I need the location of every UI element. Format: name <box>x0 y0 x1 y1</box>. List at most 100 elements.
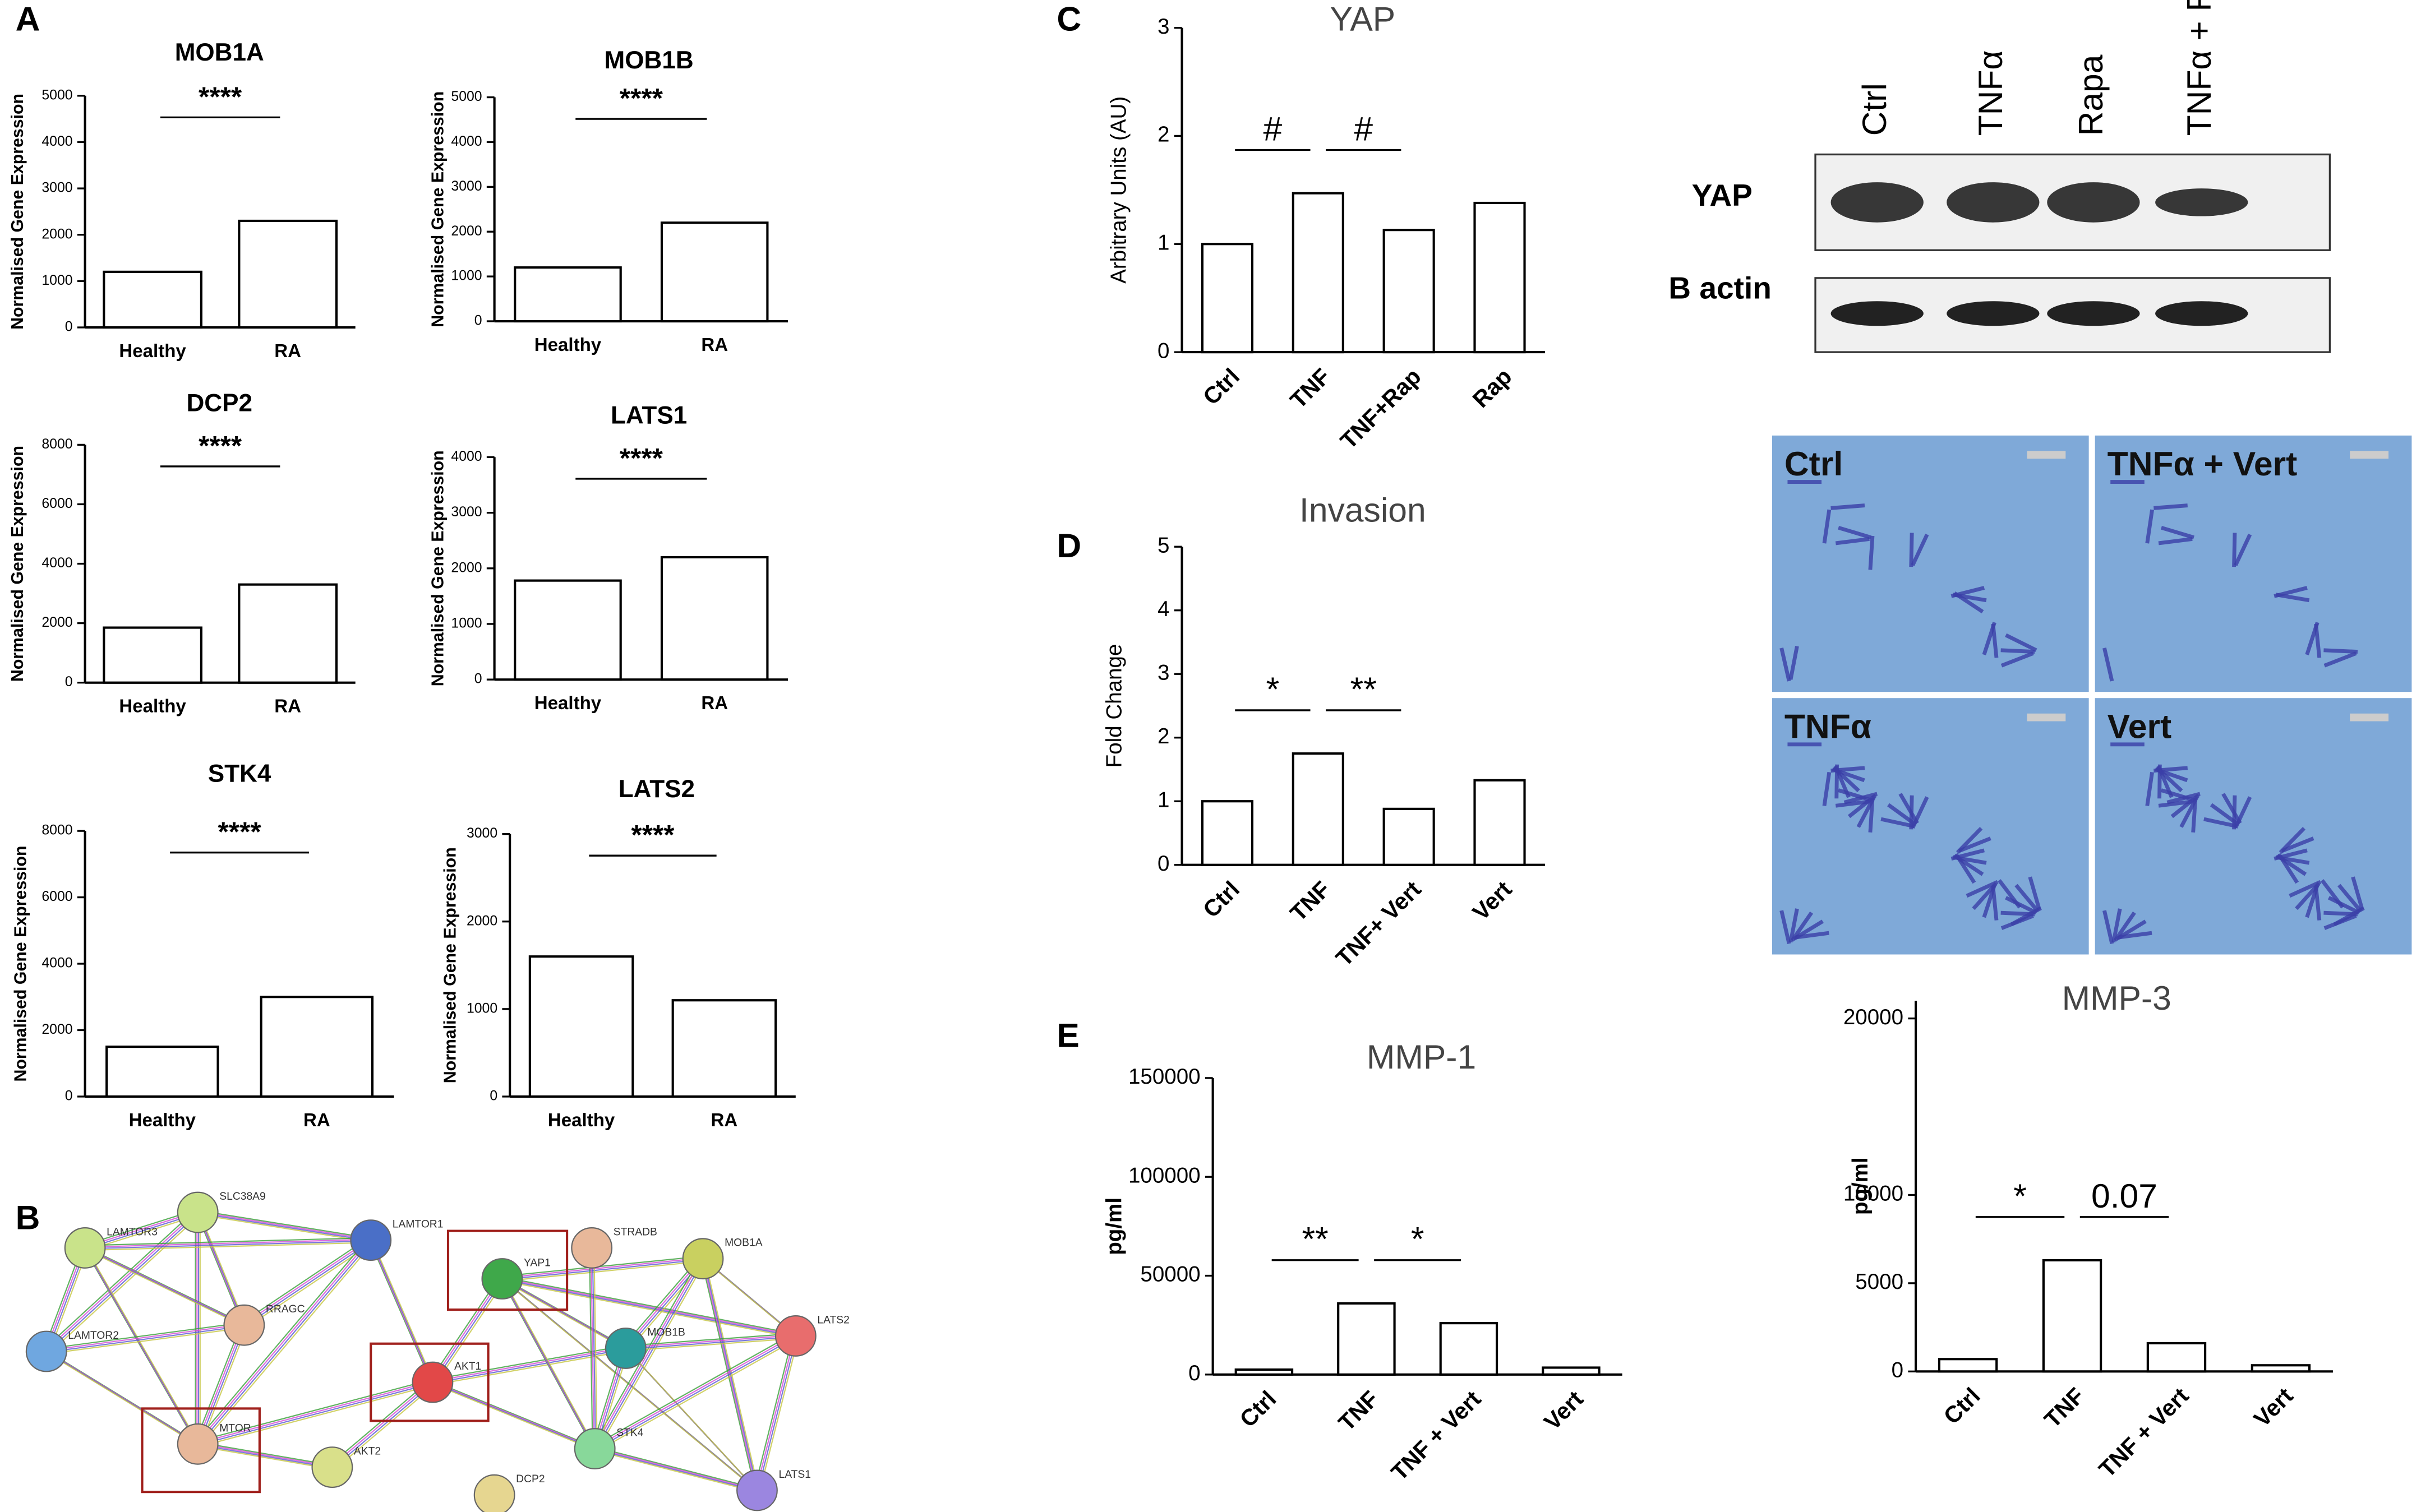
chart-title: LATS1 <box>611 401 687 429</box>
cell <box>2232 533 2237 567</box>
network-edge <box>198 1444 333 1469</box>
blot-band <box>2047 182 2140 223</box>
y-tick-label: 10000 <box>1843 1182 1903 1206</box>
y-axis-label: pg/ml <box>1848 1157 1873 1215</box>
x-tick-label: TNF+ Vert <box>1331 876 1426 972</box>
y-tick-label: 4000 <box>451 134 482 149</box>
network-edge <box>628 1350 760 1493</box>
cell <box>2014 884 2040 913</box>
cell <box>2000 648 2035 654</box>
panel-label: E <box>1057 1016 1079 1054</box>
node-label: LAMTOR1 <box>393 1219 444 1231</box>
y-tick-label: 0 <box>490 1088 497 1103</box>
significance-label: * <box>2013 1177 2027 1215</box>
network-edge <box>757 1337 797 1492</box>
x-tick-label: RA <box>701 693 728 714</box>
network-edge <box>329 1379 431 1465</box>
y-axis-label: Normalised Gene Expression <box>428 91 447 327</box>
chart: YAP Arbitrary Units (AU) 0 1 2 3 Ctrl TNF TNF+Ra… <box>1107 0 1545 454</box>
bar <box>1938 1358 1998 1373</box>
y-axis-label: Normalised Gene Expression <box>441 847 459 1083</box>
network-node <box>736 1469 778 1511</box>
y-tick-label: 0 <box>474 672 482 687</box>
cell <box>1880 817 1915 829</box>
blot-band <box>2047 301 2140 326</box>
chart-title: STK4 <box>208 760 271 788</box>
node-label: RRAGC <box>266 1303 305 1315</box>
node-label: MOB1A <box>725 1237 763 1249</box>
network-edge <box>48 1214 201 1354</box>
network-node <box>412 1361 454 1403</box>
chart-title: Invasion <box>1299 491 1426 529</box>
cell <box>1779 910 1791 944</box>
y-tick-label: 50000 <box>1140 1263 1200 1287</box>
network-edge <box>592 1256 702 1447</box>
x-tick-label: Ctrl <box>1198 363 1244 410</box>
network-edge <box>47 1213 199 1353</box>
y-tick-label: 3000 <box>41 181 72 196</box>
x-tick-label: TNF <box>2039 1382 2089 1432</box>
lane-label: TNFα <box>1971 50 2009 136</box>
cell <box>2234 533 2252 566</box>
bar <box>1382 229 1435 354</box>
y-tick-label: 2000 <box>41 615 72 630</box>
cell <box>2337 884 2363 913</box>
bar <box>2251 1364 2311 1373</box>
network-edge <box>623 1333 794 1347</box>
network-edge <box>597 1450 760 1493</box>
y-tick-label: 2 <box>1158 724 1169 748</box>
x-tick-label: Rap <box>1468 363 1517 413</box>
cell <box>2000 651 2034 668</box>
x-tick-label: Vert <box>2249 1382 2298 1432</box>
x-tick-label: Healthy <box>534 693 602 714</box>
network-edge <box>595 1336 797 1450</box>
network-edge <box>48 1326 247 1354</box>
highlight-box <box>370 1342 490 1422</box>
x-tick-label: TNF+Rap <box>1335 363 1426 454</box>
network-node <box>223 1304 265 1346</box>
bar <box>1292 752 1344 866</box>
node-label: LATS1 <box>779 1469 811 1481</box>
cell <box>2277 853 2299 884</box>
network-node <box>571 1227 613 1269</box>
cell <box>2210 803 2240 826</box>
cell <box>1982 884 1996 918</box>
significance-label: **** <box>620 82 663 114</box>
y-tick-label: 5000 <box>1855 1270 1903 1294</box>
cell <box>2170 794 2200 819</box>
network-node <box>481 1258 523 1300</box>
x-tick-label: RA <box>274 696 301 716</box>
cell <box>2111 908 2122 943</box>
chart: LATS1 Normalised Gene Expression 0 1000 2000… <box>428 401 788 714</box>
network-edge <box>501 1257 703 1279</box>
network-edge <box>504 1280 799 1339</box>
network-edge <box>369 1239 433 1382</box>
y-tick-label: 6000 <box>41 889 72 904</box>
chart-title: YAP <box>1330 0 1395 38</box>
cell <box>2145 771 2154 806</box>
x-tick-label: TNF + Vert <box>1386 1386 1486 1486</box>
network-edge <box>197 1442 332 1467</box>
network-edge <box>595 1449 758 1492</box>
network-node <box>177 1423 219 1465</box>
cell <box>1788 645 1799 680</box>
node-label: MTOR <box>219 1422 251 1434</box>
cell <box>2158 799 2193 808</box>
network-edge <box>198 1325 246 1445</box>
cell <box>1982 622 1996 655</box>
node-label: YAP1 <box>524 1257 551 1269</box>
network-edge <box>372 1242 436 1385</box>
highlight-box <box>446 1229 569 1311</box>
cell <box>2005 896 2037 915</box>
network-node <box>605 1328 647 1369</box>
node-label: LAMTOR2 <box>68 1330 119 1342</box>
bar <box>238 583 338 684</box>
x-tick-label: Ctrl <box>1235 1386 1281 1432</box>
network-edge <box>47 1325 245 1353</box>
cell <box>2327 896 2360 915</box>
network-edge <box>593 1250 598 1451</box>
network-edge <box>593 1334 795 1449</box>
network-edge <box>331 1381 432 1467</box>
network-edge <box>200 1384 435 1447</box>
